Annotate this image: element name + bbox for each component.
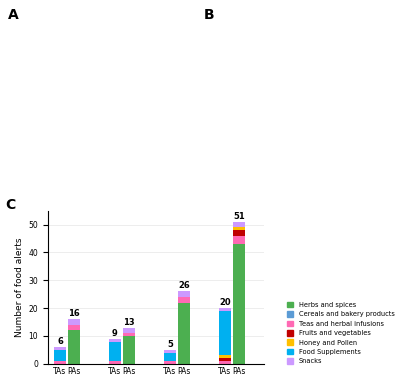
Bar (219, 308, 231, 311)
Bar (68, 319, 80, 325)
Text: B: B (204, 8, 215, 22)
Bar (164, 361, 176, 364)
Legend: Herbs and spices, Cereals and bakery products, Teas and herbal infusions, Fruits: Herbs and spices, Cereals and bakery pro… (287, 302, 395, 364)
Bar (164, 350, 176, 353)
Bar (123, 336, 135, 364)
Bar (54, 350, 66, 361)
Bar (233, 230, 245, 236)
Bar (219, 358, 231, 361)
Bar (109, 339, 121, 342)
Text: 13: 13 (123, 318, 135, 327)
Y-axis label: Number of food alerts: Number of food alerts (15, 237, 24, 337)
Bar (233, 228, 245, 230)
Bar (178, 303, 190, 364)
Text: 5: 5 (167, 340, 173, 349)
Bar (178, 291, 190, 297)
Bar (54, 347, 66, 350)
Bar (233, 236, 245, 244)
Bar (219, 355, 231, 358)
Text: 20: 20 (219, 298, 231, 307)
Bar (219, 311, 231, 355)
Bar (109, 342, 121, 361)
Text: 51: 51 (233, 212, 245, 221)
Bar (219, 361, 231, 364)
Text: C: C (5, 198, 15, 213)
Text: 16: 16 (68, 309, 80, 318)
Bar (233, 222, 245, 228)
Bar (233, 244, 245, 364)
Bar (164, 353, 176, 361)
Bar (68, 325, 80, 331)
Text: 26: 26 (178, 282, 190, 290)
Bar (109, 361, 121, 364)
Text: A: A (8, 8, 19, 22)
Bar (123, 333, 135, 336)
Bar (68, 331, 80, 364)
Bar (178, 297, 190, 303)
Text: 9: 9 (112, 329, 118, 338)
Bar (54, 361, 66, 364)
Text: 6: 6 (57, 337, 63, 346)
Bar (123, 327, 135, 333)
